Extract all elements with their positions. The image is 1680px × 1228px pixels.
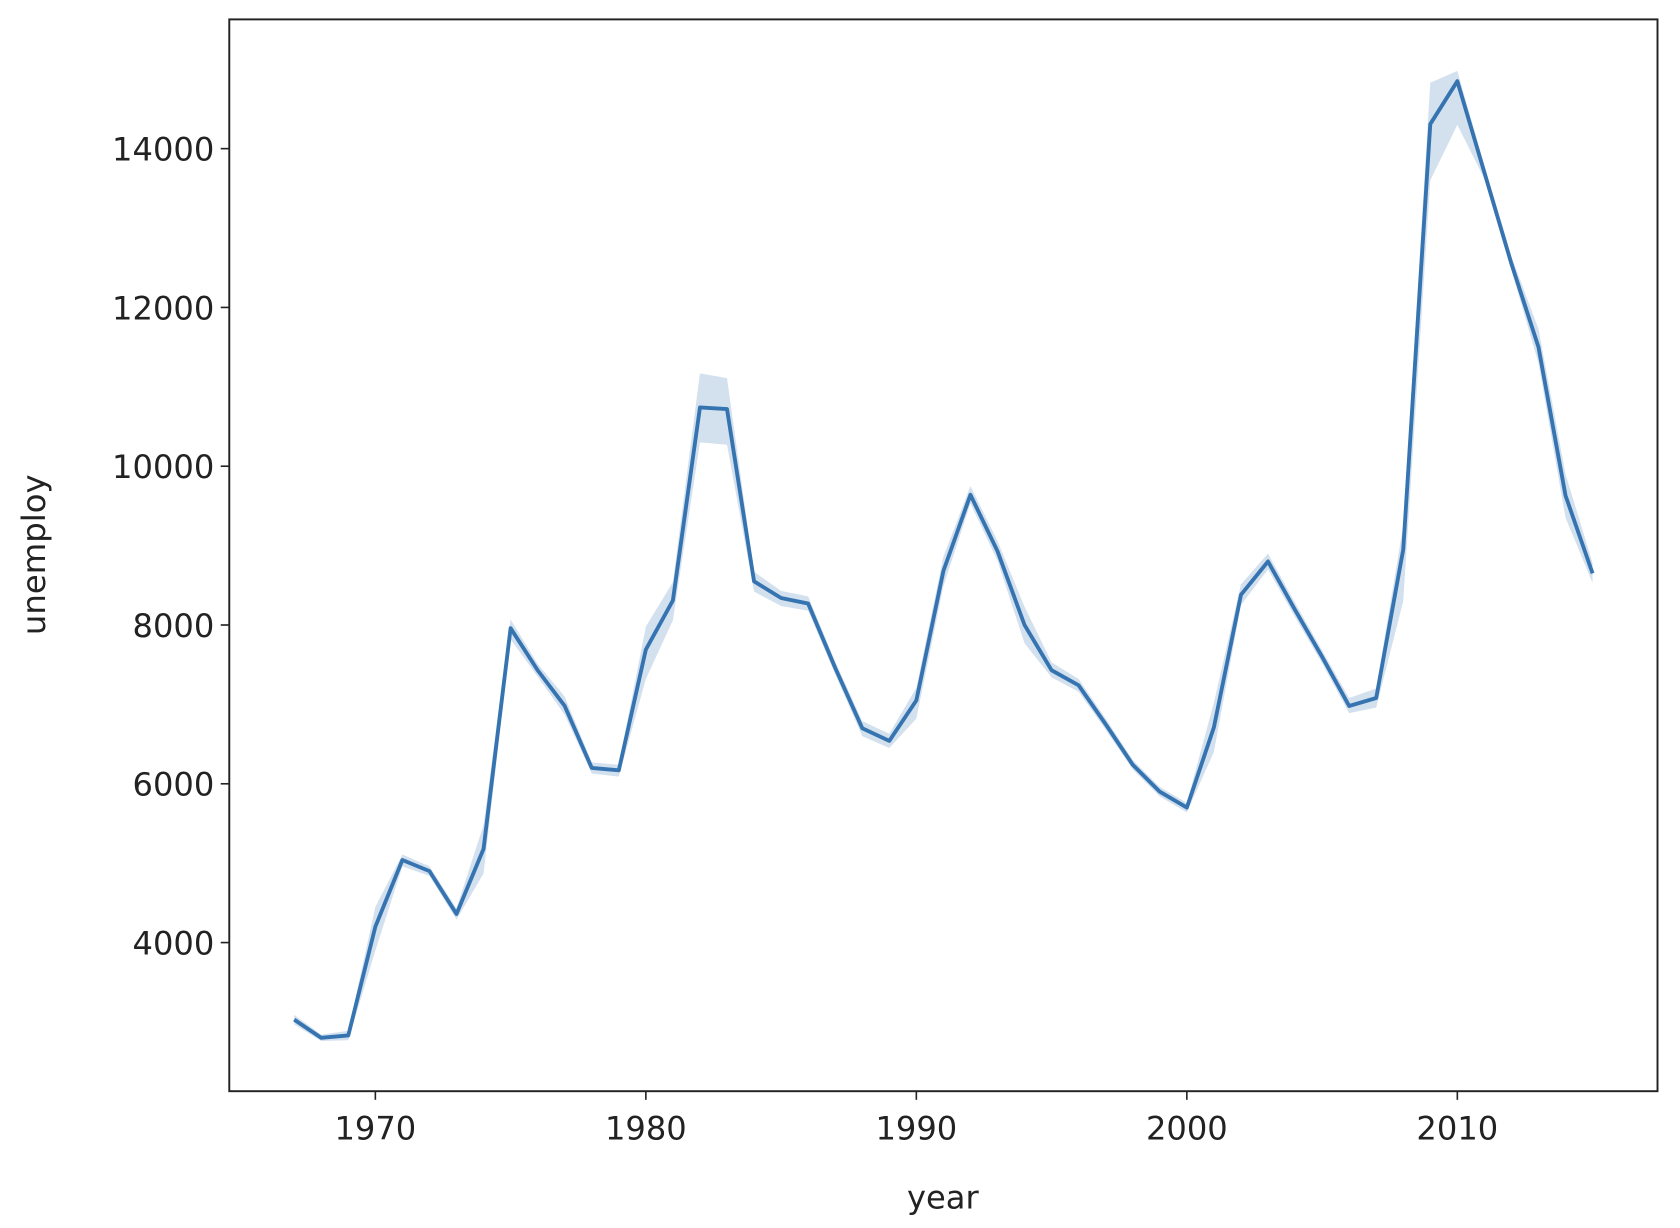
plot-frame (228, 18, 1659, 1093)
x-tick-label: 1990 (875, 1110, 957, 1148)
x-tick-label: 1980 (605, 1110, 687, 1148)
x-tick-label: 1970 (334, 1110, 416, 1148)
y-tick-label: 14000 (112, 130, 214, 168)
line (293, 79, 1595, 1040)
x-tick-label: 2010 (1416, 1110, 1498, 1148)
y-tick-label: 10000 (112, 448, 214, 486)
x-axis-label: year (907, 1179, 979, 1217)
y-tick-label: 8000 (133, 607, 215, 645)
y-tick-label: 4000 (133, 924, 215, 962)
y-axis-label: unemploy (15, 474, 53, 635)
y-tick-label: 6000 (133, 766, 215, 804)
x-tick-label: 2000 (1146, 1110, 1228, 1148)
y-tick-label: 12000 (112, 289, 214, 327)
confidence-band (294, 70, 1593, 1042)
